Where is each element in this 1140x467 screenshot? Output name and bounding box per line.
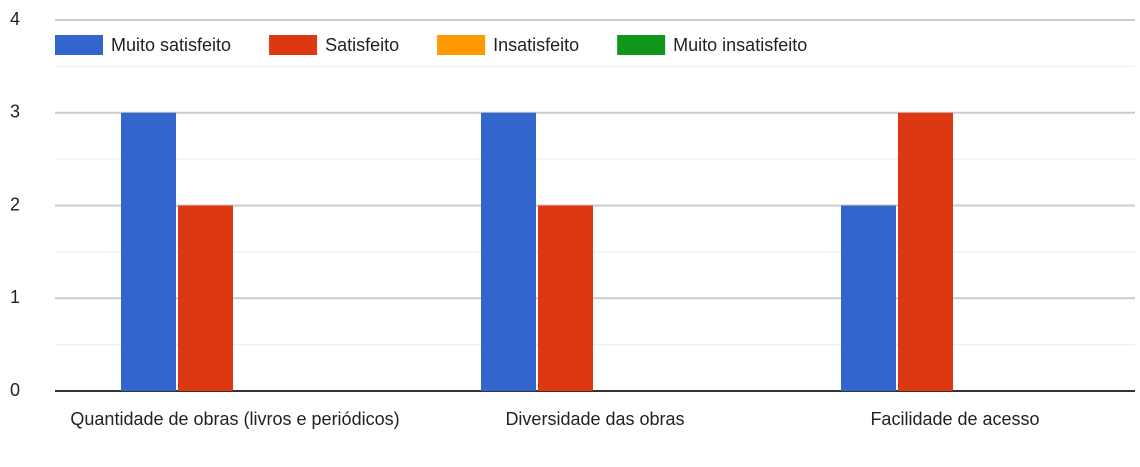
x-tick-label: Quantidade de obras (livros e periódicos…	[70, 409, 400, 429]
legend-label: Satisfeito	[325, 35, 399, 55]
x-tick-label: Facilidade de acesso	[870, 409, 1040, 429]
y-tick-label: 0	[10, 380, 20, 400]
bar	[841, 205, 896, 391]
legend-swatch	[55, 35, 103, 55]
legend-swatch	[437, 35, 486, 55]
x-tick-label: Diversidade das obras	[505, 409, 685, 429]
bar	[178, 205, 233, 391]
bar	[538, 205, 593, 391]
y-tick-label: 4	[10, 9, 20, 29]
bar	[121, 112, 176, 391]
legend-label: Muito satisfeito	[111, 35, 231, 55]
y-tick-label: 3	[10, 102, 20, 122]
bar	[481, 112, 536, 391]
legend-label: Insatisfeito	[493, 35, 579, 55]
bar	[898, 112, 953, 391]
legend-label: Muito insatisfeito	[673, 35, 807, 55]
y-tick-label: 2	[10, 194, 20, 214]
y-tick-label: 1	[10, 287, 20, 307]
legend-swatch	[269, 35, 318, 55]
legend-swatch	[617, 35, 666, 55]
